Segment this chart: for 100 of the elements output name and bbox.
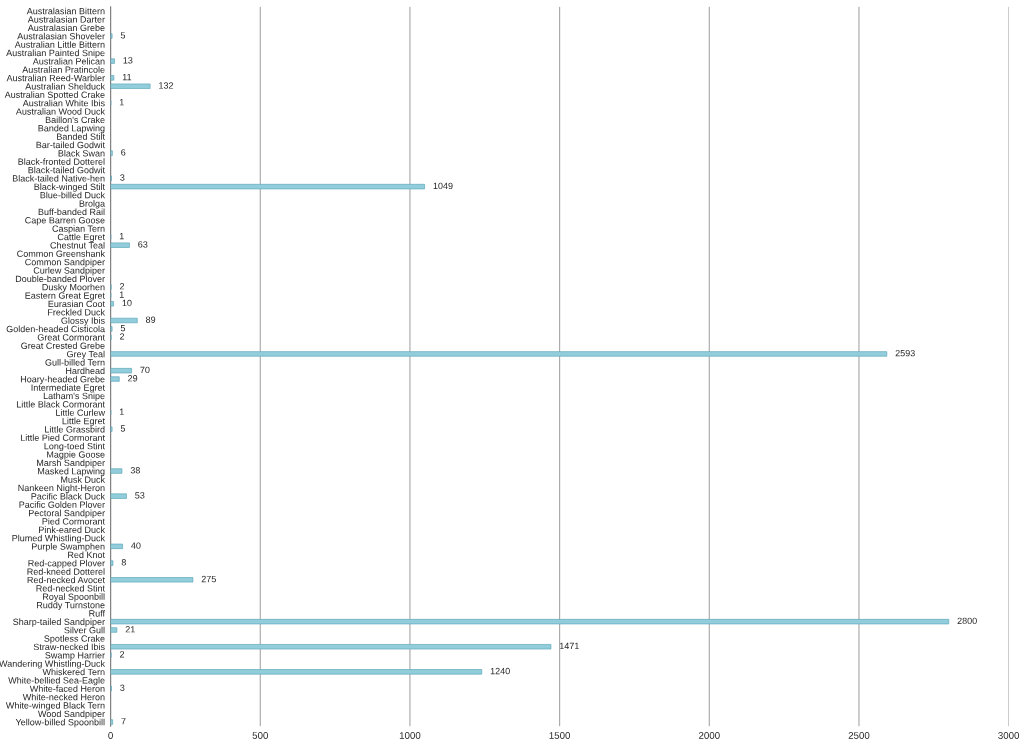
y-tick-label: Hoary-headed Grebe <box>20 375 105 385</box>
y-tick-label: Dusky Moorhen <box>42 283 105 293</box>
y-tick-label: Nankeen Night-Heron <box>18 484 105 493</box>
y-tick-label: Red Knot <box>68 551 105 559</box>
x-tick-label: 1500 <box>549 732 571 739</box>
data-label: 2800 <box>957 617 977 625</box>
y-tick-label: Ruddy Turnstone <box>37 601 105 611</box>
y-tick-label: Brolga <box>79 200 106 209</box>
data-label: 2 <box>119 333 125 340</box>
y-tick-label: Red-capped Plover <box>28 559 105 569</box>
y-tick-label: Wood Sandpiper <box>37 710 105 719</box>
data-label: 2 <box>119 651 125 658</box>
y-tick-label: Red-kneed Dotterel <box>27 568 105 575</box>
bar <box>110 368 132 374</box>
y-tick-label: Cattle Egret <box>57 233 105 242</box>
y-tick-label: Pacific Golden Plover <box>19 501 105 508</box>
y-tick-label: Silver Gull <box>64 626 105 634</box>
y-tick-label: Red-necked Stint <box>36 584 105 592</box>
y-tick-label: Swamp Harrier <box>45 651 105 661</box>
y-tick-label: Little Pied Cormorant <box>20 434 105 441</box>
y-tick-label: Buff-banded Rail <box>38 208 105 216</box>
data-label: 40 <box>131 542 141 549</box>
y-tick-label: Golden-headed Cisticola <box>6 325 106 333</box>
bar <box>110 468 123 474</box>
y-tick-label: Australasian Darter <box>27 16 105 23</box>
y-tick-label: Purple Swamphen <box>32 543 105 552</box>
y-tick-label: Magpie Goose <box>47 451 105 460</box>
data-label: 1 <box>119 291 124 298</box>
y-tick-label: Banded Stilt <box>57 133 105 140</box>
y-tick-label: Little Grassbird <box>45 425 105 433</box>
y-tick-label: Australian White Ibis <box>22 99 105 107</box>
y-tick-label: Australasian Bittern <box>26 7 105 15</box>
y-tick-label: Wandering Whistling-Duck <box>0 660 106 669</box>
y-tick-label: Little Black Cormorant <box>16 400 105 408</box>
y-tick-label: Straw-necked Ibis <box>33 643 105 651</box>
y-tick-label: Australian Wood Duck <box>15 108 106 115</box>
data-label: 5 <box>120 32 126 39</box>
y-tick-label: Great Crested Grebe <box>21 342 105 349</box>
data-label: 63 <box>138 241 148 248</box>
x-tick-label: 3000 <box>998 732 1020 739</box>
y-tick-label: Blue-billed Duck <box>40 191 106 199</box>
data-label: 11 <box>122 73 132 81</box>
data-label: 3 <box>120 174 125 181</box>
y-tick-label: Royal Spoonbill <box>43 593 105 602</box>
y-tick-label: White-necked Heron <box>22 693 105 701</box>
y-tick-label: Black-tailed Godwit <box>28 166 105 174</box>
y-tick-label: Caspian Tern <box>52 225 105 234</box>
y-tick-label: Pink-eared Duck <box>39 526 106 533</box>
data-label: 2 <box>119 283 125 290</box>
bar <box>110 242 130 248</box>
y-tick-label: Great Cormorant <box>37 334 105 341</box>
x-tick-label: 500 <box>252 732 268 739</box>
y-tick-label: Little Curlew <box>56 409 106 416</box>
x-tick-label: 1000 <box>399 732 421 739</box>
data-label: 275 <box>201 575 216 583</box>
y-tick-label: Australian Pelican <box>32 57 105 65</box>
data-label: 53 <box>135 492 145 499</box>
bar <box>110 618 950 625</box>
y-tick-label: Plumed Whistling-Duck <box>12 534 106 544</box>
bar <box>110 577 194 583</box>
y-tick-label: White-bellied Sea-Eagle <box>8 676 105 686</box>
bar <box>110 301 114 307</box>
data-label: 8 <box>121 559 126 566</box>
y-tick-label: Common Greenshank <box>17 250 106 257</box>
y-tick-label: Masked Lapwing <box>38 467 105 477</box>
data-label: 5 <box>120 425 126 432</box>
y-tick-label: Marsh Sandpiper <box>37 459 105 468</box>
y-tick-label: Eastern Great Egret <box>25 292 105 301</box>
data-label: 70 <box>140 366 150 374</box>
y-tick-label: Australian Pratincole <box>22 66 105 73</box>
data-label: 132 <box>159 82 174 89</box>
y-tick-label: Eurasian Coot <box>48 300 105 308</box>
y-tick-label: Gull-billed Tern <box>45 359 105 366</box>
y-tick-label: Chestnut Teal <box>50 241 105 249</box>
bar <box>110 543 123 549</box>
y-tick-label: Curlew Sandpiper <box>33 267 105 276</box>
data-label: 1 <box>119 232 124 240</box>
y-tick-label: Australian Shelduck <box>25 82 106 90</box>
x-tick-label: 2000 <box>698 732 720 739</box>
data-label: 1049 <box>433 182 453 190</box>
bar <box>110 560 114 566</box>
y-tick-label: White-winged Black Tern <box>5 702 105 711</box>
bar <box>110 183 425 190</box>
y-tick-label: Baillon's Crake <box>45 116 105 124</box>
y-tick-label: Glossy Ibis <box>61 317 105 326</box>
y-tick-label: Little Egret <box>62 417 105 427</box>
data-label: 1 <box>119 408 124 415</box>
y-tick-label: Double-banded Plover <box>15 275 105 283</box>
bar <box>110 83 151 89</box>
y-tick-label: Pied Cormorant <box>42 517 105 525</box>
bar <box>110 75 115 81</box>
y-tick-label: Musk Duck <box>61 476 106 483</box>
data-label: 1 <box>119 99 124 106</box>
y-tick-label: Freckled Duck <box>48 308 106 316</box>
y-tick-label: Latham's Snipe <box>43 392 105 401</box>
y-tick-label: Australasian Shoveler <box>17 32 105 40</box>
data-label: 89 <box>145 316 156 323</box>
y-tick-label: Long-toed Stint <box>44 442 105 452</box>
bar <box>110 493 127 499</box>
y-tick-label: Pectoral Sandpiper <box>29 509 105 519</box>
